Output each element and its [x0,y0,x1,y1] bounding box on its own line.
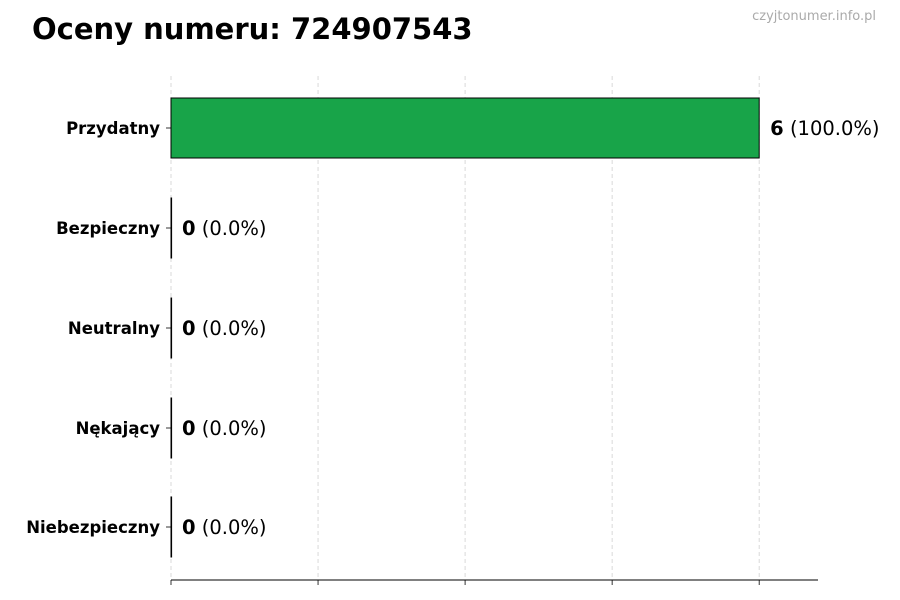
category-label: Bezpieczny [56,219,160,238]
value-label: 6 (100.0%) [770,117,879,140]
value-percent: (0.0%) [196,217,267,240]
value-label: 0 (0.0%) [182,217,267,240]
bar [170,197,173,259]
value-percent: (0.0%) [196,317,267,340]
category-label: Przydatny [66,119,160,138]
chart-title: Oceny numeru: 724907543 [32,12,473,46]
value-count: 6 [770,117,784,140]
value-count: 0 [182,317,196,340]
category-label: Neutralny [68,319,160,338]
category-label: Niebezpieczny [26,518,160,537]
watermark: czyjtonumer.info.pl [752,9,876,24]
bar [170,397,173,459]
value-percent: (0.0%) [196,417,267,440]
value-label: 0 (0.0%) [182,417,267,440]
bar [170,97,760,159]
value-count: 0 [182,217,196,240]
category-label: Nękający [76,419,161,438]
bar [170,496,173,558]
value-percent: (0.0%) [196,516,267,539]
value-label: 0 (0.0%) [182,516,267,539]
value-percent: (100.0%) [784,117,880,140]
value-count: 0 [182,516,196,539]
value-label: 0 (0.0%) [182,317,267,340]
value-count: 0 [182,417,196,440]
bar [170,297,173,359]
